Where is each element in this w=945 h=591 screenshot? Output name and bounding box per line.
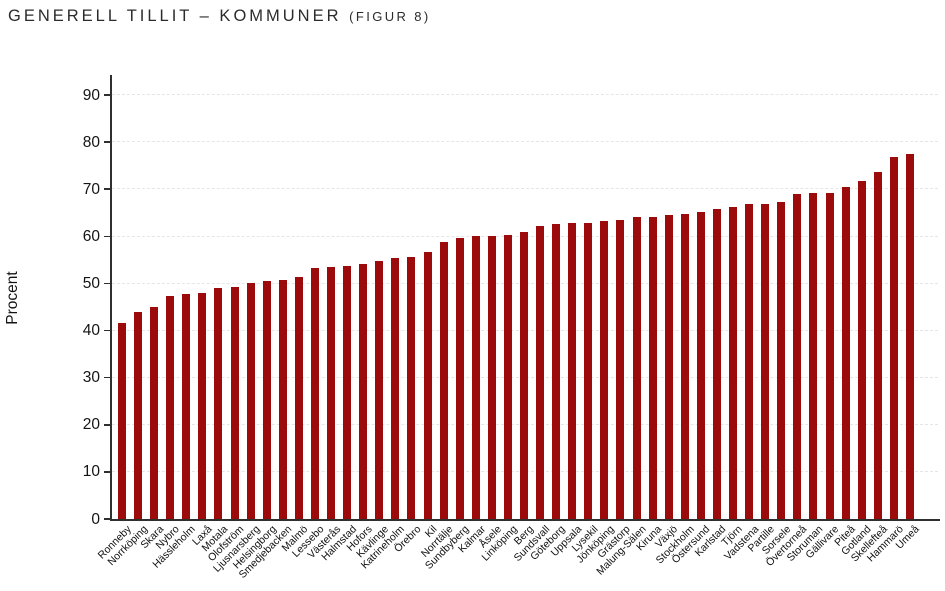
bar-Gotland — [857, 181, 866, 519]
bar-Partille — [761, 203, 770, 519]
x-axis-line — [110, 519, 940, 521]
y-tick-label-90: 90 — [82, 86, 100, 104]
bar-Övertorneå — [793, 194, 802, 519]
gridline-70 — [111, 188, 938, 190]
bar-Malung-Sälen — [632, 217, 641, 519]
y-tick-label-20: 20 — [82, 416, 100, 434]
y-tick-label-50: 50 — [82, 274, 100, 292]
y-axis-line — [110, 75, 112, 521]
y-tick-label-0: 0 — [91, 510, 100, 528]
bar-Laxå — [198, 292, 207, 519]
bar-Sorsele — [777, 201, 786, 519]
bar-Karlstad — [712, 208, 721, 519]
chart-title-main: GENERELL TILLIT – KOMMUNER — [8, 7, 342, 25]
y-tick-label-10: 10 — [82, 463, 100, 481]
y-tick-label-40: 40 — [82, 322, 100, 340]
bar-Hammarö — [889, 156, 898, 519]
bar-Olofström — [230, 287, 239, 519]
bar-Hofors — [359, 264, 368, 519]
bar-Tjörn — [729, 207, 738, 519]
bar-Smedjebacken — [278, 280, 287, 519]
y-tick-60 — [104, 235, 110, 238]
bar-Berg — [520, 231, 528, 519]
bar-Kalmar — [471, 236, 480, 519]
y-tick-50 — [104, 282, 110, 285]
bar-Halmstad — [343, 266, 352, 519]
bar-Kävlinge — [375, 260, 384, 519]
chart-title-figure-ref: (FIGUR 8) — [349, 9, 431, 24]
y-tick-20 — [104, 424, 110, 426]
bar-Malmö — [294, 276, 303, 519]
bar-Piteå — [841, 186, 850, 519]
bar-Sundbyberg — [455, 238, 464, 519]
y-tick-label-80: 80 — [82, 133, 100, 151]
gridline-80 — [111, 141, 938, 143]
bar-Motala — [214, 288, 223, 519]
bar-Ronneby — [118, 322, 126, 519]
bar-Gällivare — [825, 192, 834, 519]
y-tick-70 — [104, 188, 110, 190]
bar-Jönköping — [600, 220, 609, 519]
y-tick-10 — [104, 471, 110, 473]
bar-Katrineholm — [391, 258, 400, 519]
bar-Göteborg — [552, 224, 561, 519]
bar-Västerås — [327, 267, 336, 519]
bar-Nybro — [166, 296, 175, 519]
bar-Kil — [423, 251, 432, 519]
y-tick-90 — [104, 94, 110, 96]
bar-Umeå — [905, 153, 914, 519]
bar-Uppsala — [568, 223, 577, 519]
bar-Växjö — [664, 215, 673, 519]
bar-Helsingborg — [262, 280, 271, 519]
y-tick-80 — [104, 141, 110, 143]
bar-Ljusnarsberg — [246, 283, 255, 519]
bar-Östersund — [696, 211, 705, 519]
bar-Storuman — [809, 193, 818, 519]
bar-Skellefteå — [873, 172, 882, 519]
chart-title: GENERELL TILLIT – KOMMUNER (FIGUR 8) — [8, 7, 431, 26]
bar-Hässleholm — [182, 294, 191, 519]
y-tick-0 — [104, 518, 110, 520]
y-tick-label-60: 60 — [82, 227, 100, 245]
bar-Linköping — [503, 234, 512, 519]
y-tick-40 — [104, 329, 110, 332]
y-axis-title: Procent — [4, 271, 21, 325]
y-tick-30 — [104, 376, 110, 379]
bar-Grästorp — [616, 219, 625, 519]
bar-Skara — [150, 307, 159, 519]
bar-Norrtälje — [439, 242, 448, 519]
bar-Lessebo — [310, 268, 319, 519]
gridline-90 — [111, 94, 938, 96]
bar-Vadstena — [745, 204, 754, 519]
bar-Örebro — [407, 257, 416, 519]
y-tick-label-30: 30 — [82, 369, 100, 387]
bar-Åsele — [487, 235, 496, 519]
bar-Sundsvall — [536, 225, 545, 519]
bar-Lysekil — [584, 222, 593, 519]
bar-Stockholm — [680, 213, 689, 519]
bar-Kiruna — [648, 216, 657, 519]
bar-Norrköping — [134, 311, 143, 519]
y-tick-label-70: 70 — [82, 180, 100, 198]
